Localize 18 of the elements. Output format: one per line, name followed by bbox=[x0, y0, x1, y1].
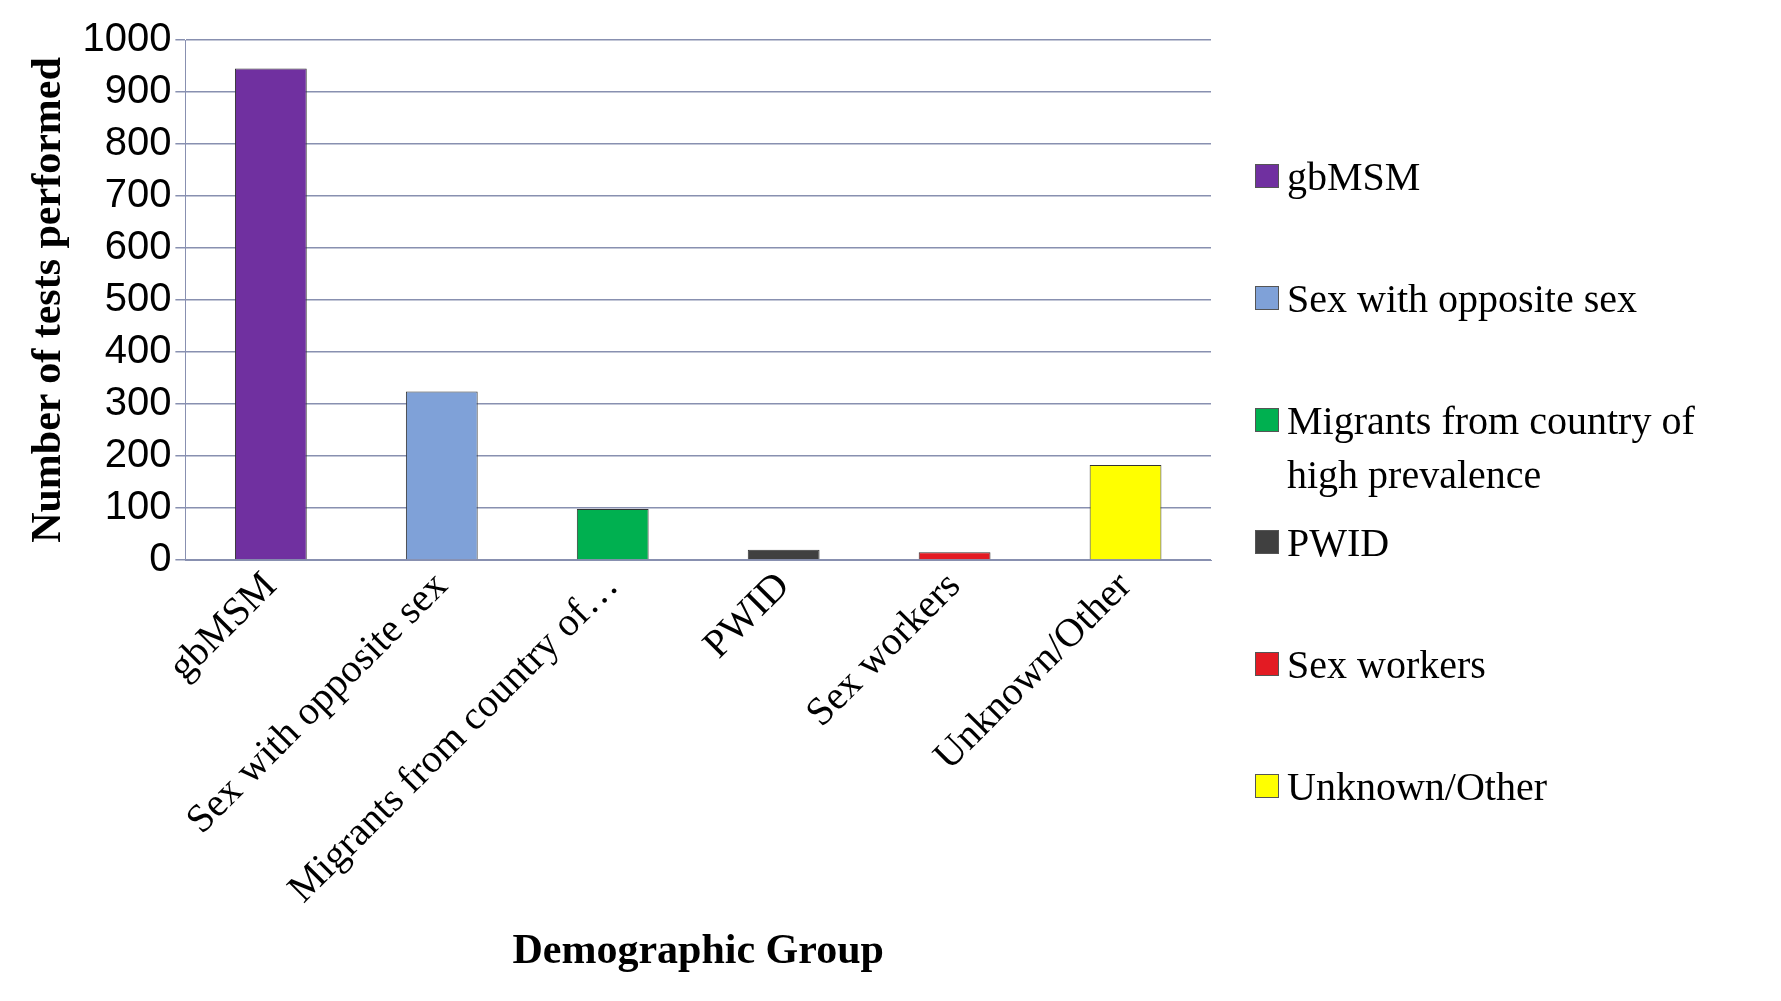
y-tick-label: 0 bbox=[149, 535, 172, 580]
x-axis-title: Demographic Group bbox=[512, 925, 884, 972]
y-tick-label: 200 bbox=[104, 431, 172, 476]
legend-label: Sex with opposite sex bbox=[1287, 275, 1637, 323]
y-tick-label: 400 bbox=[104, 327, 172, 372]
legend-label: PWID bbox=[1287, 519, 1390, 567]
y-tick-label: 500 bbox=[104, 275, 172, 320]
y-axis-title: Number of tests performed bbox=[23, 57, 70, 543]
y-tick-label: 600 bbox=[104, 223, 172, 268]
y-tick-label: 800 bbox=[104, 119, 172, 164]
y-tick-label: 900 bbox=[104, 67, 172, 112]
y-tick-label: 300 bbox=[104, 379, 172, 424]
y-tick-label: 700 bbox=[104, 171, 172, 216]
legend-label: Unknown/Other bbox=[1287, 763, 1547, 811]
legend-label: Migrants from country of high prevalence bbox=[1287, 397, 1696, 499]
y-tick-label: 1000 bbox=[82, 15, 172, 60]
legend-label: gbMSM bbox=[1287, 153, 1421, 201]
y-tick-label: 100 bbox=[104, 483, 172, 528]
